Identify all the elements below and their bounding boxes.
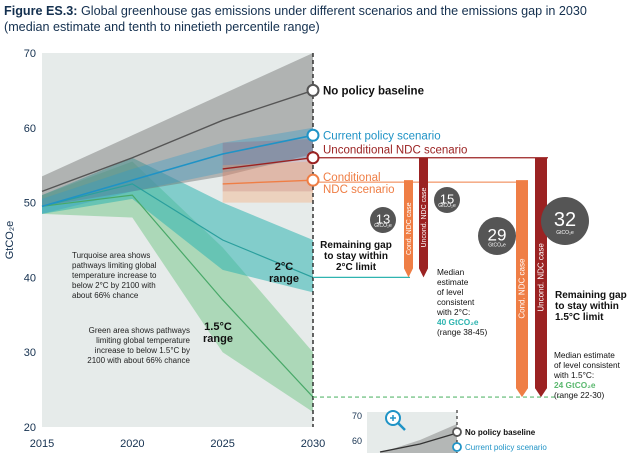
caption-text: Global greenhouse gas emissions under di… — [4, 4, 587, 34]
y-tick-label: 30 — [24, 347, 36, 359]
green-note: Green area shows pathways — [89, 326, 190, 335]
y-tick-label: 20 — [24, 422, 36, 434]
median-2c-note: estimate — [437, 277, 469, 287]
x-tick-label: 2025 — [210, 438, 234, 450]
turquoise-note: Turquoise area shows — [72, 251, 150, 260]
gap-value-unit: GtCO₂e — [374, 223, 392, 229]
median-15c-note: of level consistent — [554, 360, 621, 370]
scenario-marker — [306, 128, 320, 142]
scenario-marker — [306, 151, 320, 165]
x-tick-label: 2030 — [301, 438, 325, 450]
gap-bar — [516, 180, 528, 398]
inset-baseline-marker — [452, 427, 462, 437]
median-2c-note: with 2°C: — [436, 307, 470, 317]
inset-baseline-label: No policy baseline — [465, 428, 536, 437]
gap-15c-label: 1.5°C limit — [555, 312, 604, 323]
y-axis-label: GtCO₂e — [4, 221, 16, 260]
scenario-label-cont: NDC scenario — [323, 184, 395, 196]
1-5-c-range-band — [42, 161, 313, 413]
green-note: limiting global temperature — [96, 336, 190, 345]
gap-2c-label: to stay within — [324, 251, 388, 262]
inset-current-marker — [452, 442, 462, 452]
turquoise-note: about 66% chance — [72, 291, 139, 300]
gap-value: 29 — [488, 225, 507, 244]
median-2c-note: of level — [437, 287, 463, 297]
gap-bar — [404, 180, 413, 278]
median-15c-note: Median estimate — [554, 350, 615, 360]
median-2c-range: (range 38-45) — [437, 327, 488, 337]
y-tick-label: 60 — [24, 123, 36, 135]
median-2c-value: 40 GtCO₂e — [437, 317, 479, 327]
inset-baseline-band — [380, 424, 457, 453]
range-2c-label: 2°C — [275, 261, 294, 273]
range-15c-label: range — [203, 333, 233, 345]
median-15c-note: with 1.5°C: — [553, 370, 594, 380]
current-policy-scenario-median-line — [41, 134, 314, 208]
gap-value: 15 — [440, 191, 454, 206]
1-5-c-range-median-line — [41, 194, 314, 398]
green-note: increase to below 1.5°C by — [95, 346, 190, 355]
scenario-label: No policy baseline — [323, 85, 424, 97]
gap-value: 32 — [554, 209, 576, 231]
gap-value-unit: GtCO₂e — [488, 242, 506, 248]
gap-15c-label: Remaining gap — [555, 290, 627, 301]
gap-2c-label: Remaining gap — [320, 240, 392, 251]
unconditional-ndc-scenario-median-line — [222, 157, 314, 170]
x-tick-label: 2015 — [30, 438, 54, 450]
gap-value-bubble — [370, 207, 396, 233]
scenario-label: Current policy scenario — [323, 130, 441, 142]
turquoise-note: pathways limiting global — [72, 261, 157, 270]
median-15c-range: (range 22-30) — [554, 390, 605, 400]
unconditional-ndc-scenario-band — [222, 139, 313, 192]
conditional-ndc-scenario-median-line — [222, 179, 314, 185]
inset-y-tick: 70 — [352, 411, 362, 421]
x-tick-label: 2020 — [120, 438, 144, 450]
inset-current-label: Current policy scenario — [465, 443, 547, 452]
scenario-marker — [306, 173, 320, 187]
inset-y-tick: 60 — [352, 436, 362, 446]
scenario-label: Unconditional NDC scenario — [323, 145, 467, 157]
gap-2c-label: 2°C limit — [336, 262, 377, 273]
2-c-range-band — [42, 157, 313, 293]
gap-value-bubble — [541, 197, 589, 245]
figure-caption: Figure ES.3: Global greenhouse gas emiss… — [4, 3, 634, 35]
gap-value-bubble — [478, 217, 516, 255]
y-tick-label: 50 — [24, 198, 36, 210]
scenario-marker — [306, 83, 320, 97]
gap-bar — [419, 157, 428, 278]
no-policy-baseline-median-line — [41, 89, 314, 193]
turquoise-note: temperature increase to — [72, 271, 157, 280]
caption-label: Figure ES.3: — [4, 4, 78, 18]
magnifier-handle — [397, 422, 406, 431]
gap-value-unit: GtCO₂e — [438, 203, 456, 209]
gap-value-bubble — [434, 187, 460, 213]
range-15c-label: 1.5°C — [204, 321, 232, 333]
inset-baseline-line — [379, 432, 458, 453]
gap-bar-label: Uncond. NDC case — [421, 188, 428, 248]
gap-bar-label: Cond. NDC case — [406, 202, 413, 255]
median-15c-value: 24 GtCO₂e — [554, 380, 596, 390]
gap-bar-label: Uncond. NDC case — [537, 243, 546, 312]
gap-bar-label: Cond. NDC case — [518, 258, 527, 319]
gap-15c-label: to stay within — [555, 301, 619, 312]
range-2c-label: range — [269, 273, 299, 285]
y-tick-label: 70 — [24, 48, 36, 60]
2-c-range-median-line — [41, 183, 314, 278]
green-note: 2100 with about 66% chance — [87, 356, 190, 365]
median-2c-note: consistent — [437, 297, 475, 307]
median-2c-note: Median — [437, 267, 465, 277]
y-tick-label: 40 — [24, 272, 36, 284]
gap-value-unit: GtCO₂e — [556, 230, 574, 236]
no-policy-baseline-band — [42, 53, 313, 207]
turquoise-note: below 2°C by 2100 with — [72, 281, 156, 290]
scenario-label: Conditional — [323, 172, 381, 184]
gap-value: 13 — [376, 211, 390, 226]
